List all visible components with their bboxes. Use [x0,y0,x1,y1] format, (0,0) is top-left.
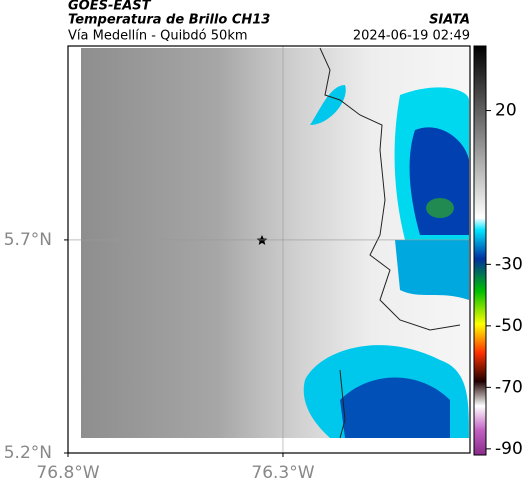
title: GOES-EAST [68,0,152,14]
x-tick-label: 76.3°W [251,463,314,483]
colorbar-tick-label: -90 [495,439,523,459]
grid [68,46,470,453]
satellite-image [81,48,469,438]
colorbar-tick-label: -30 [495,254,523,274]
ticks: 76.8°W 76.3°W 5.2°N 5.7°N 20 -30 -50 -70 -90 [4,101,523,483]
colorbar-tick-label: -50 [495,316,523,336]
region: Vía Medellín - Quibdó 50km [68,29,248,44]
y-tick-label: 5.7°N [4,230,52,250]
source: SIATA [429,13,470,28]
subtitle: Temperatura de Brillo CH13 [68,13,270,28]
colorbar-tick-label: 20 [495,101,517,121]
colorbar [473,45,487,456]
timestamp: 2024-06-19 02:49 [353,29,470,44]
x-tick-label: 76.8°W [36,463,99,483]
colorbar-tick-label: -70 [495,377,523,397]
map-frame [67,45,471,454]
coastline [319,47,461,439]
y-tick-label: 5.2°N [4,443,52,463]
